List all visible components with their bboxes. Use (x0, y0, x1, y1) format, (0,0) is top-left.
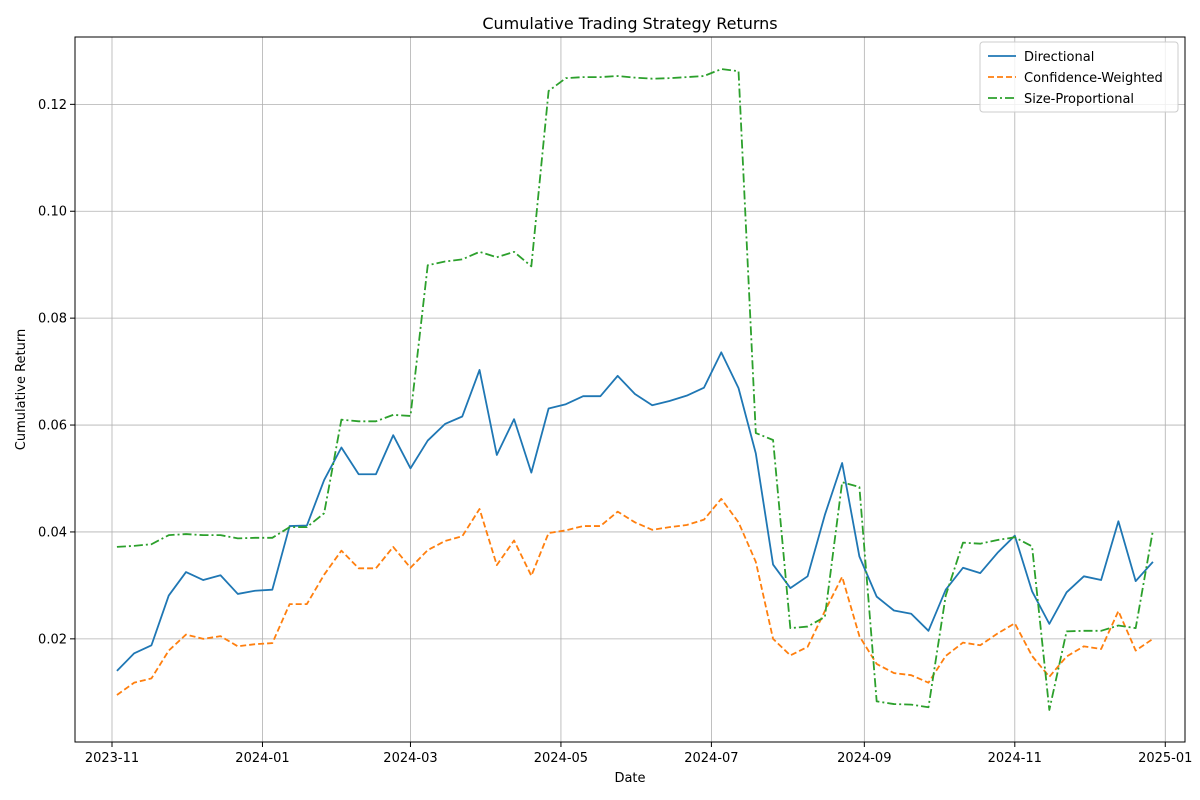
series-line-size-proportional (116, 68, 1154, 711)
x-axis-label: Date (614, 771, 645, 786)
y-tick-label: 0.04 (38, 525, 67, 540)
series-line-confidence-weighted (116, 497, 1154, 696)
x-tick-label: 2024-03 (383, 751, 437, 766)
legend-label: Size-Proportional (1024, 92, 1134, 107)
series-lines (116, 68, 1154, 711)
x-tick-label: 2024-09 (837, 751, 891, 766)
x-tick-label: 2024-11 (988, 751, 1042, 766)
x-tick-label: 2023-11 (85, 751, 139, 766)
y-tick-label: 0.06 (38, 419, 67, 434)
y-tick-label: 0.08 (38, 312, 67, 327)
y-axis-label: Cumulative Return (14, 329, 29, 450)
x-tick-label: 2024-07 (684, 751, 738, 766)
legend: Directional Confidence-Weighted Size-Propo… (979, 41, 1179, 113)
legend-label: Directional (1024, 50, 1094, 65)
x-axis-ticks: 2023-11 2024-01 2024-03 2024-05 2024-07 2024-… (85, 742, 1192, 766)
chart-title: Cumulative Trading Strategy Returns (482, 14, 777, 33)
y-tick-label: 0.12 (38, 98, 67, 113)
y-axis-ticks: 0.02 0.04 0.06 0.08 0.10 0.12 (38, 98, 75, 647)
series-line-directional (116, 351, 1154, 672)
x-tick-label: 2025-01 (1138, 751, 1192, 766)
legend-label: Confidence-Weighted (1024, 71, 1163, 86)
plot-frame (74, 36, 1186, 743)
x-tick-label: 2024-05 (534, 751, 588, 766)
y-tick-label: 0.10 (38, 205, 67, 220)
x-tick-label: 2024-01 (235, 751, 289, 766)
legend-frame (979, 41, 1179, 113)
y-tick-label: 0.02 (38, 632, 67, 647)
